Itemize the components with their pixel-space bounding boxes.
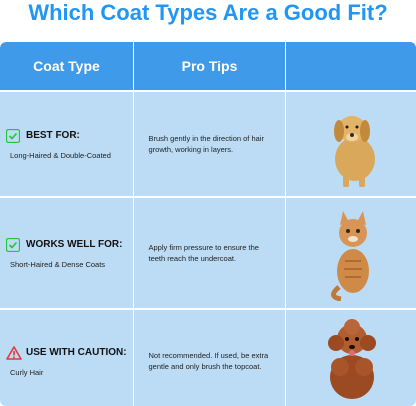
pro-tip-text: Apply firm pressure to ensure the teeth …	[148, 243, 259, 263]
status-label: WORKS WELL FOR:	[26, 239, 123, 250]
pro-tip-text: Brush gently in the direction of hair gr…	[148, 134, 264, 154]
paw-check-icon	[5, 237, 21, 252]
coat-type-table: Coat Type Pro Tips BEST FOR: Long-Haired…	[0, 42, 416, 406]
tabby-cat-image	[286, 198, 416, 308]
header-image	[286, 42, 416, 90]
pro-tip-cell: Brush gently in the direction of hair gr…	[134, 92, 285, 196]
status-label: USE WITH CAUTION:	[26, 347, 127, 358]
coat-type-cell: BEST FOR: Long-Haired & Double-Coated	[0, 92, 133, 196]
page-title: Which Coat Types Are a Good Fit?	[28, 0, 388, 25]
status-label: BEST FOR:	[26, 130, 80, 141]
pro-tip-text: Not recommended. If used, be extra gentl…	[148, 351, 269, 371]
coat-description: Short-Haired & Dense Coats	[10, 259, 106, 269]
image-cell	[286, 92, 416, 196]
coat-type-cell: WORKS WELL FOR: Short-Haired & Dense Coa…	[0, 198, 133, 308]
pro-tip-cell: Not recommended. If used, be extra gentl…	[134, 310, 285, 406]
coat-description: Curly Hair	[10, 367, 44, 377]
coat-description: Long-Haired & Double-Coated	[10, 150, 111, 160]
coat-type-cell: USE WITH CAUTION: Curly Hair	[0, 310, 133, 406]
poodle-image	[286, 310, 416, 406]
header-coat-type: Coat Type	[0, 42, 133, 90]
warning-triangle-icon	[6, 345, 22, 360]
image-cell	[286, 198, 416, 308]
paw-check-icon	[5, 128, 21, 143]
golden-retriever-image	[286, 92, 416, 196]
header-pro-tips: Pro Tips	[134, 42, 285, 90]
pro-tip-cell: Apply firm pressure to ensure the teeth …	[134, 198, 285, 308]
image-cell	[286, 310, 416, 406]
